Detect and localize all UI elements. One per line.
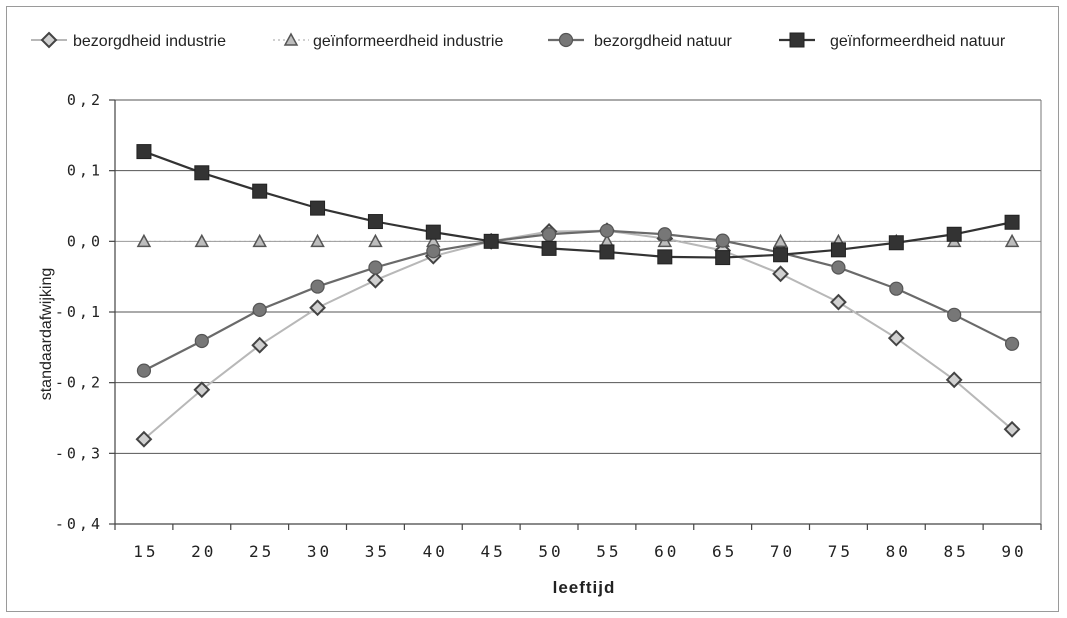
x-tick-label: 85 [944,542,969,561]
x-tick-label: 70 [770,542,795,561]
legend-marker [789,32,805,48]
data-point [715,250,731,266]
data-point [251,336,269,354]
series-line [143,150,1013,259]
x-tick-label: 20 [191,542,216,561]
legend-marker [558,32,574,48]
legend-item: bezorgdheid industrie [31,31,226,50]
data-point [136,233,152,248]
data-point [947,307,962,322]
data-point [193,381,211,399]
x-tick-label: 15 [133,542,158,561]
x-tick-label: 50 [538,542,563,561]
x-tick-label: 75 [828,542,853,561]
data-point [830,293,847,311]
y-tick-label: 0,0 [67,232,103,250]
x-tick-labels: 15 20 25 30 35 40 45 50 55 60 65 70 75 80 85 90 [133,542,1026,561]
data-point [772,265,789,283]
data-point [310,279,325,294]
data-point [426,244,441,259]
data-point [194,165,210,181]
data-point [368,260,383,275]
data-point [367,271,384,289]
x-tick-label: 65 [712,542,737,561]
data-point [1004,336,1020,351]
data-point [1003,420,1021,438]
data-point [194,333,209,349]
data-point [830,242,846,258]
data-point [945,371,963,389]
data-point [194,233,210,248]
series-line [143,229,1013,372]
legend: bezorgdheid industrie geïnformeerdheid in… [31,31,1006,50]
data-point [887,329,905,347]
data-point [136,144,152,160]
data-point [773,247,789,263]
x-tick-label: 80 [886,542,911,561]
data-point [310,200,326,216]
legend-item: bezorgdheid natuur [548,32,733,50]
legend-label: bezorgdheid industrie [73,33,226,50]
x-tick-label: 90 [1001,542,1026,561]
legend-label: geïnformeerdheid natuur [830,33,1006,50]
y-tick-label: 0,2 [67,91,103,109]
chart-frame: bezorgdheid industrie geïnformeerdheid in… [6,6,1059,612]
y-tick-label: -0,2 [55,374,103,392]
line-chart: bezorgdheid industrie geïnformeerdheid in… [31,31,1042,597]
data-point [946,226,962,242]
x-tick-label: 35 [365,542,390,561]
x-tick-label: 25 [249,542,274,561]
data-point [135,430,153,448]
legend-label: geïnformeerdheid industrie [313,33,503,50]
x-tick-label: 60 [654,542,679,561]
data-point [599,244,615,260]
data-point [715,233,730,248]
data-point [657,249,673,265]
series-square [136,144,1020,266]
series-line [143,229,1013,440]
x-tick-label: 45 [481,542,506,561]
x-axis-title: leeftijd [553,578,616,597]
data-point [599,223,615,238]
legend-label: bezorgdheid natuur [594,33,733,50]
data-point [541,240,557,256]
axes [109,99,1042,530]
y-tick-label: -0,1 [55,303,103,321]
legend-item: geïnformeerdheid natuur [779,32,1006,50]
data-point [483,233,499,249]
data-point [889,281,904,296]
legend-marker [40,31,58,49]
data-point [888,235,904,251]
x-tick-label: 40 [423,542,448,561]
legend-marker [283,32,299,46]
data-point [136,363,152,378]
data-point [309,299,326,317]
data-point [252,302,267,317]
series-circle [136,223,1020,378]
data-point [252,183,268,199]
data-point [368,233,383,248]
y-tick-labels: 0,2 0,1 0,0 -0,1 -0,2 -0,3 -0,4 [55,91,103,533]
data-point [367,214,383,230]
y-tick-label: -0,4 [55,515,103,533]
y-axis-title: standaardafwijking [38,268,55,401]
data-point [425,224,441,240]
series-diamond [135,222,1021,448]
grid-lines [115,99,1041,454]
data-point [1004,233,1020,248]
series-group [135,144,1021,448]
legend-item: geïnformeerdheid industrie [273,32,503,50]
x-tick-label: 55 [596,542,621,561]
data-point [252,233,267,248]
data-point [310,233,325,248]
y-tick-label: -0,3 [55,444,103,462]
y-tick-label: 0,1 [67,162,103,180]
data-point [1004,214,1020,230]
data-point [831,260,846,275]
data-point [541,227,557,242]
data-point [657,227,672,242]
x-tick-label: 30 [307,542,332,561]
